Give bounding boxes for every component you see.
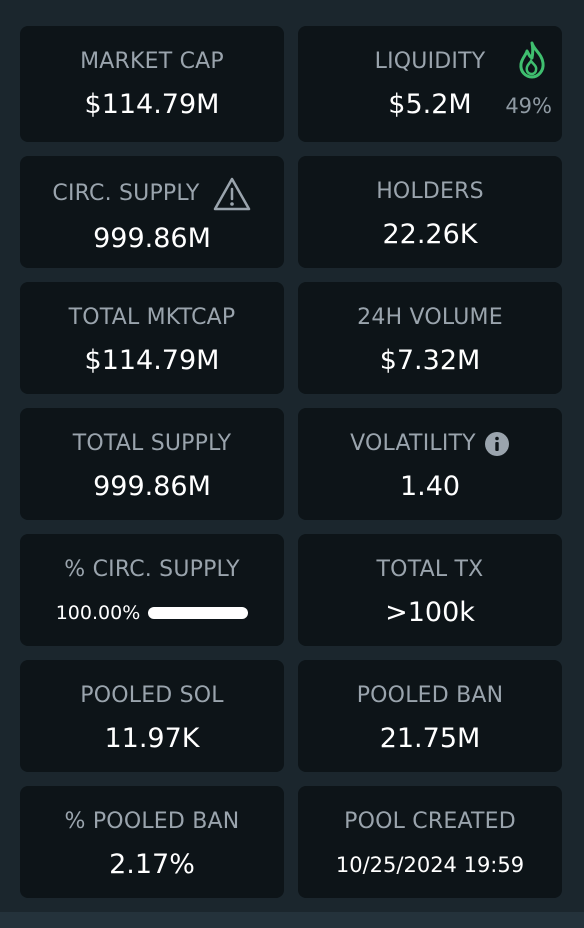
card-value: 999.86M [93,471,211,502]
card-label: % POOLED BAN [64,809,240,834]
card-value: >100k [385,597,475,628]
card: TOTAL SUPPLY 999.86M [20,408,284,520]
card-label: POOLED BAN [356,683,504,708]
card-note: 49% [505,94,552,118]
card: POOL CREATED 10/25/2024 19:59 [298,786,562,898]
card: POOLED SOL 11.97K [20,660,284,772]
card: POOLED BAN 21.75M [298,660,562,772]
card-value: 1.40 [399,471,461,502]
card: HOLDERS 22.26K [298,156,562,268]
progress-row: 100.00% [56,598,249,628]
card: % CIRC. SUPPLY 100.00% [20,534,284,646]
card-label: TOTAL SUPPLY [72,431,232,456]
card: MARKET CAP $114.79M [20,26,284,142]
card-value: 11.97K [104,723,200,754]
card-label: POOL CREATED [344,809,516,834]
card-label: LIQUIDITY [374,49,486,74]
card: TOTAL TX >100k [298,534,562,646]
card-value: 22.26K [382,219,478,250]
card-label: % CIRC. SUPPLY [64,557,240,582]
info-icon[interactable] [484,431,510,457]
card-label: POOLED SOL [80,683,224,708]
card-label: TOTAL TX [376,557,484,582]
card: 24H VOLUME $7.32M [298,282,562,394]
card-label: CIRC. SUPPLY [52,181,200,206]
card: TOTAL MKTCAP $114.79M [20,282,284,394]
card-value: $5.2M [388,89,472,120]
card-label: HOLDERS [376,179,484,204]
card-label: MARKET CAP [80,49,224,74]
flame-icon [519,41,545,79]
card-label-row: CIRC. SUPPLY [52,176,251,212]
card-value: $114.79M [84,89,220,120]
footer-strip [0,912,584,928]
card-label: VOLATILITY [350,431,476,456]
stats-grid: MARKET CAP $114.79M LIQUIDITY $5.2M 49% … [20,26,562,898]
card-value: $114.79M [84,345,220,376]
warning-icon[interactable] [212,176,252,212]
card-label-row: VOLATILITY [350,428,510,460]
card: VOLATILITY 1.40 [298,408,562,520]
card-label: TOTAL MKTCAP [68,305,236,330]
card: LIQUIDITY $5.2M 49% [298,26,562,142]
card-value: 100.00% [55,602,141,624]
progress-bar [148,607,249,619]
card-value: 21.75M [379,723,481,754]
card-value: 10/25/2024 19:59 [335,853,525,877]
card-value: 999.86M [93,223,211,254]
card: % POOLED BAN 2.17% [20,786,284,898]
card-value: 2.17% [109,849,195,880]
card-label: 24H VOLUME [357,305,503,330]
card-value: $7.32M [379,345,481,376]
card: CIRC. SUPPLY 999.86M [20,156,284,268]
